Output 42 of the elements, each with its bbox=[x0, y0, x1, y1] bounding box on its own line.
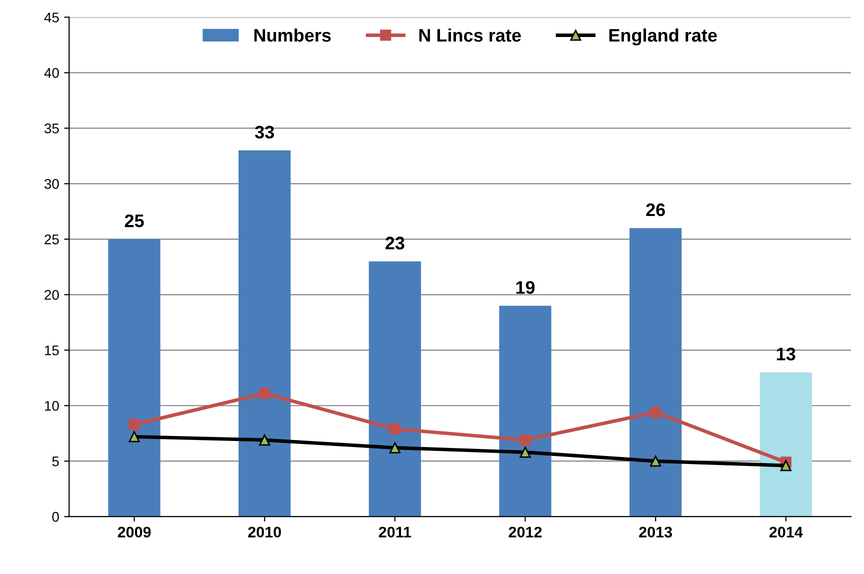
point bbox=[128, 431, 140, 442]
bar bbox=[108, 239, 160, 517]
point bbox=[389, 423, 400, 434]
data-label: 26 bbox=[646, 203, 665, 216]
point bbox=[259, 434, 270, 446]
bar bbox=[499, 306, 552, 517]
x-tick-label: 2011 bbox=[378, 526, 412, 538]
point bbox=[780, 460, 792, 472]
point bbox=[650, 406, 662, 418]
point bbox=[520, 434, 531, 446]
x-tick-label: 2012 bbox=[508, 526, 542, 538]
y-tick-label: 15 bbox=[45, 346, 59, 356]
y-tick-label: 35 bbox=[44, 124, 59, 134]
data-label: 23 bbox=[386, 236, 404, 250]
y-tick-label: 5 bbox=[52, 456, 59, 466]
data-label: 19 bbox=[516, 281, 535, 294]
point bbox=[650, 456, 662, 467]
y-tick-label: 40 bbox=[44, 68, 59, 78]
point bbox=[389, 442, 400, 454]
y-tick-label: 10 bbox=[45, 400, 59, 411]
x-tick-label: 2014 bbox=[769, 526, 803, 538]
bar bbox=[238, 150, 291, 517]
bar bbox=[760, 372, 812, 517]
data-label: 25 bbox=[124, 214, 144, 228]
x-tick-label: 2010 bbox=[248, 526, 281, 538]
y-tick-label: 45 bbox=[44, 12, 59, 22]
x-tick-label: 2013 bbox=[639, 526, 672, 538]
point bbox=[128, 418, 140, 430]
y-tick-label: 25 bbox=[44, 234, 59, 244]
y-tick-label: 30 bbox=[44, 179, 59, 189]
bar bbox=[368, 261, 421, 517]
y-tick-label: 20 bbox=[44, 290, 59, 300]
data-label: 33 bbox=[254, 126, 274, 139]
x-tick-label: 2009 bbox=[118, 526, 151, 538]
legend-label: N Lincs rate bbox=[419, 28, 521, 42]
legend-label: Numbers bbox=[254, 28, 331, 42]
bar bbox=[629, 228, 682, 517]
point bbox=[259, 388, 270, 399]
legend-label: England rate bbox=[609, 28, 717, 46]
data-label: 13 bbox=[776, 348, 796, 360]
point bbox=[520, 446, 531, 458]
y-tick-label: 0 bbox=[52, 512, 59, 522]
